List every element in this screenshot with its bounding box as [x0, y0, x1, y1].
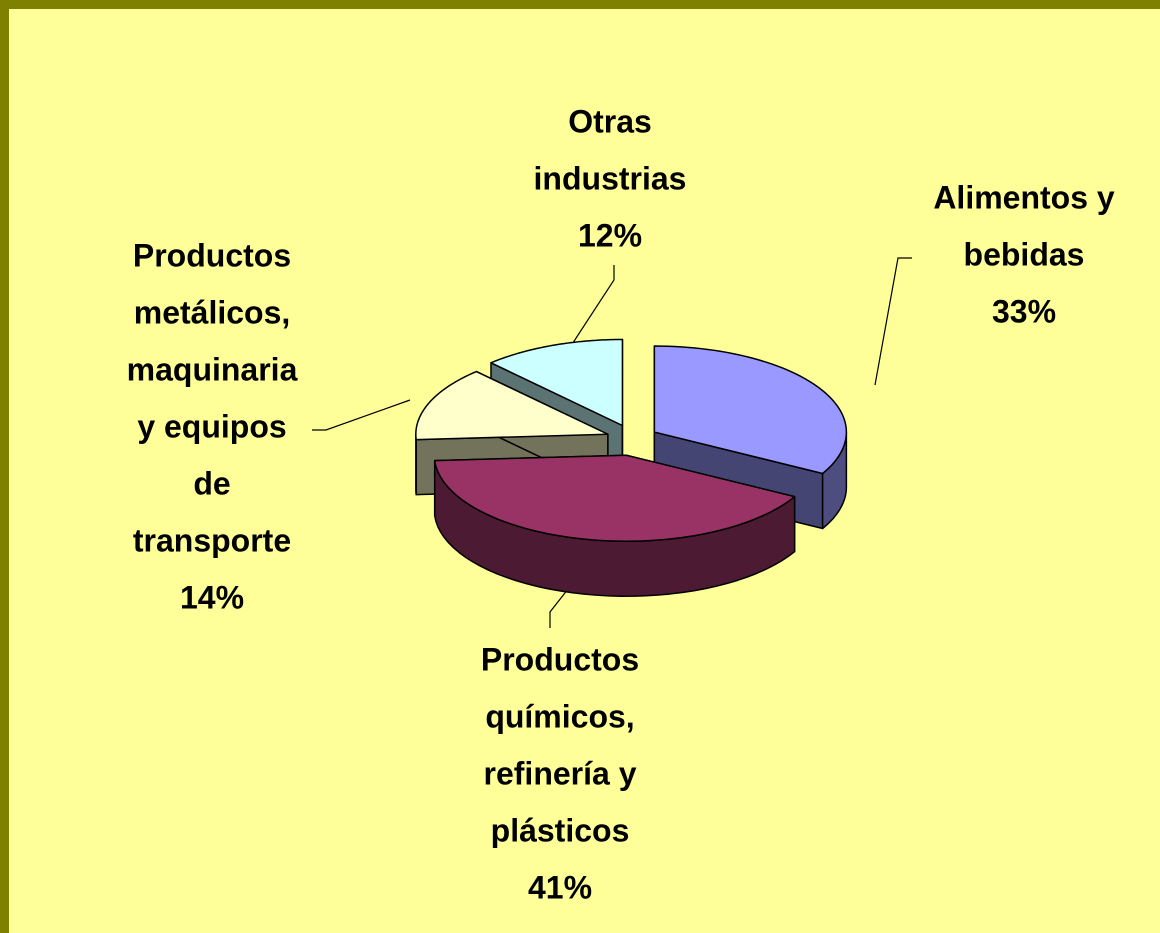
- value-label: 41%: [527, 869, 593, 906]
- slice-label: Productos químicos, refinería y plástico…: [460, 632, 660, 917]
- slice-label: Alimentos y bebidas 33%: [914, 170, 1134, 341]
- pie-slice: [433, 454, 796, 542]
- value-label: 33%: [991, 293, 1057, 330]
- pie-slice: [490, 338, 624, 427]
- category-label: Otras industrias: [533, 103, 687, 197]
- slice-label: Otras industrias 12%: [510, 94, 710, 265]
- category-label: Productos metálicos, maquinaria y equipo…: [126, 237, 298, 559]
- value-label: 12%: [577, 217, 643, 254]
- pie-slice: [653, 345, 848, 475]
- leader-line: [874, 257, 912, 386]
- category-label: Productos químicos, refinería y plástico…: [480, 641, 640, 849]
- pie: [415, 338, 848, 597]
- category-label: Alimentos y bebidas: [933, 179, 1115, 273]
- slice-label: Productos metálicos, maquinaria y equipo…: [120, 228, 305, 627]
- pie-chart: [312, 257, 912, 628]
- leader-line: [564, 265, 615, 356]
- leader-line: [312, 399, 411, 431]
- pie-slice: [415, 370, 609, 441]
- value-label: 14%: [179, 579, 245, 616]
